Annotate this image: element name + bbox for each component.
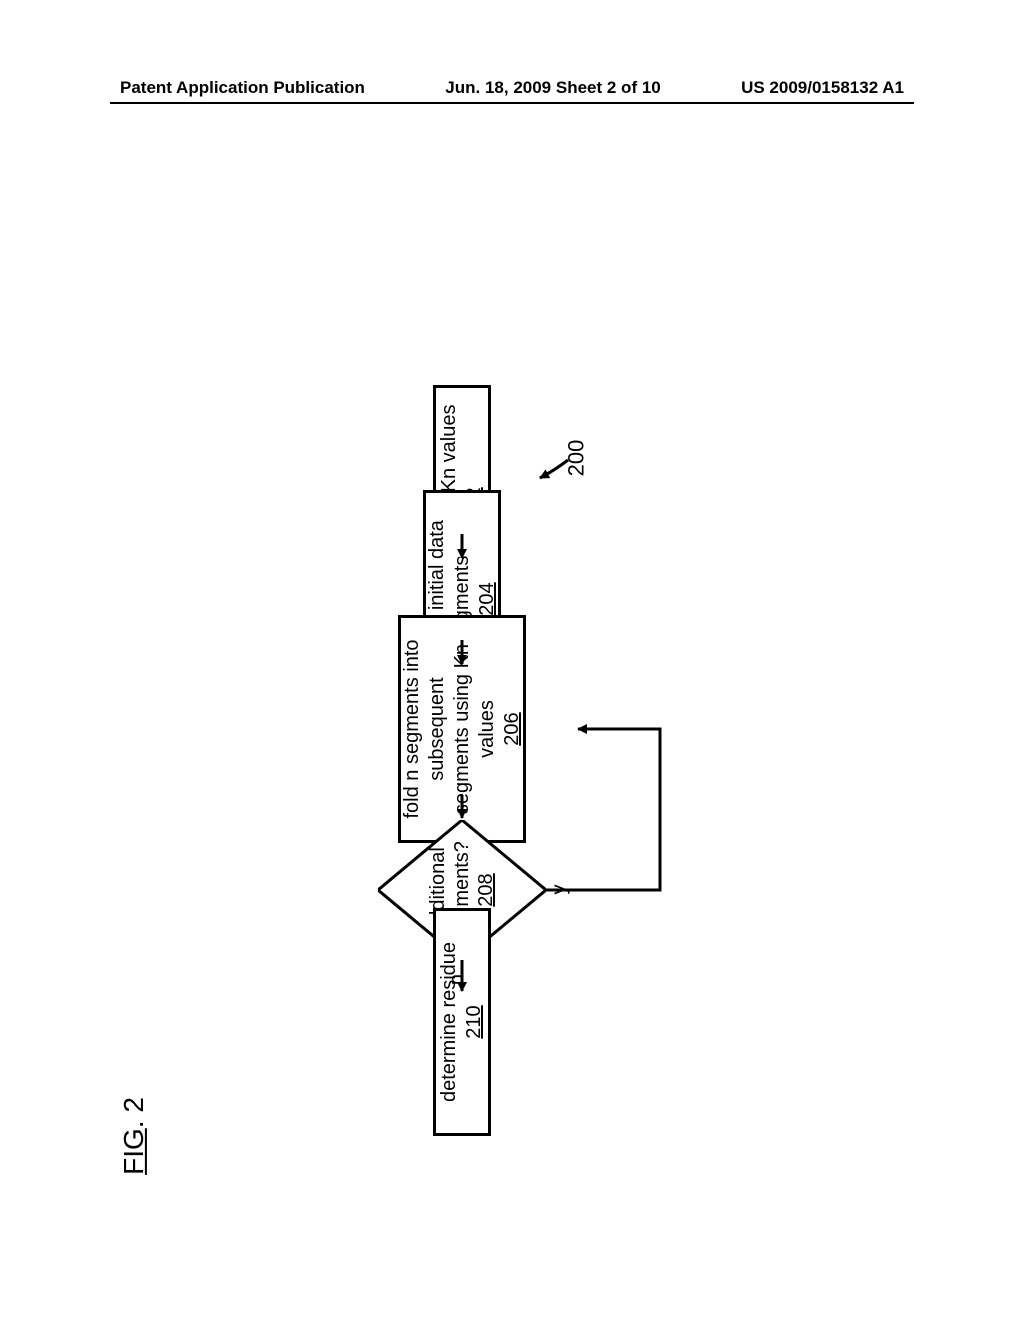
figure-area: 200 precompute Kn values 202 access init… xyxy=(0,0,1024,1320)
flow-arrows xyxy=(0,0,1024,1320)
page: Patent Application Publication Jun. 18, … xyxy=(0,0,1024,1320)
